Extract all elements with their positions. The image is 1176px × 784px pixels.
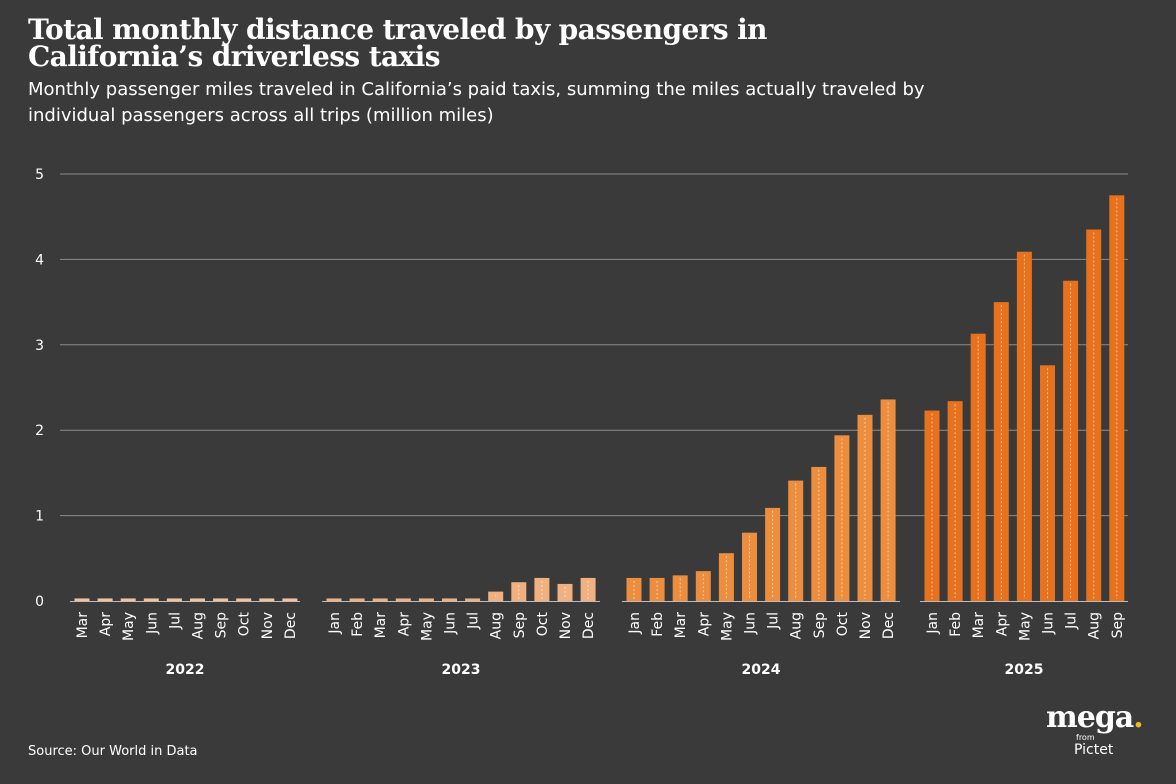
bar (695, 571, 711, 601)
bar (1086, 229, 1102, 601)
y-tick-label: 0 (35, 594, 44, 610)
source-note: Source: Our World in Data (28, 744, 198, 759)
bar (213, 598, 229, 601)
bar (395, 598, 411, 601)
x-tick-label: May (419, 612, 435, 641)
x-tick-label: Jun (443, 612, 459, 635)
y-tick-label: 1 (35, 509, 44, 525)
x-tick-label: Nov (858, 612, 874, 639)
bar (372, 598, 388, 601)
x-tick-label: Feb (650, 612, 666, 637)
logo-main-text: mega (1046, 700, 1134, 735)
bar (834, 435, 850, 601)
x-tick-label: Apr (98, 612, 114, 636)
brand-logo: mega. from Pictet (1046, 703, 1156, 758)
x-tick-label: Jul (167, 612, 183, 630)
x-tick-label: Nov (558, 612, 574, 639)
y-tick-label: 4 (35, 252, 44, 268)
x-tick-label: Oct (535, 612, 551, 637)
bar (1016, 251, 1032, 602)
bar (349, 598, 365, 601)
x-tick-label: Dec (881, 612, 897, 639)
logo-from-text: from (1076, 733, 1095, 742)
x-tick-label: Aug (789, 612, 805, 639)
x-tick-label: Apr (994, 612, 1010, 636)
logo-dot: . (1133, 700, 1144, 735)
x-tick-label: Jan (627, 612, 643, 635)
chart-subtitle: Monthly passenger miles traveled in Cali… (28, 79, 925, 126)
x-tick-label: Sep (214, 612, 230, 639)
x-tick-label: Jun (743, 612, 759, 635)
x-tick-label: Jun (144, 612, 160, 635)
x-tick-label: Mar (75, 612, 91, 639)
x-tick-label: Aug (489, 612, 505, 639)
x-tick-label: Nov (260, 612, 276, 639)
x-tick-label: Jan (327, 612, 343, 635)
chart-title: Total monthly distance traveled by passe… (28, 13, 768, 73)
bar (1109, 195, 1125, 601)
x-tick-label: Jan (925, 612, 941, 635)
x-tick-label: Dec (581, 612, 597, 639)
year-label: 2023 (442, 662, 481, 678)
year-label: 2022 (166, 662, 205, 678)
x-tick-label: Dec (283, 612, 299, 639)
x-tick-label: Mar (971, 612, 987, 639)
x-tick-label: Apr (396, 612, 412, 636)
logo-wordmark: mega. (1046, 703, 1156, 733)
bar (970, 333, 986, 601)
bar (465, 598, 481, 601)
x-tick-label: Jul (466, 612, 482, 630)
bar (97, 598, 113, 601)
x-tick-label: Oct (835, 612, 851, 637)
x-tick-label: Aug (1087, 612, 1103, 639)
x-tick-label: Mar (673, 612, 689, 639)
x-tick-label: Sep (512, 612, 528, 639)
x-tick-label: May (121, 612, 137, 641)
bar (143, 598, 159, 601)
x-tick-label: Aug (191, 612, 207, 639)
bar (418, 598, 434, 601)
bar (993, 302, 1009, 601)
bar (442, 598, 457, 601)
bar (74, 598, 90, 601)
bar (166, 598, 182, 601)
year-label: 2024 (742, 662, 781, 678)
bar (1040, 365, 1055, 601)
bar (282, 598, 298, 601)
x-tick-label: May (719, 612, 735, 641)
x-tick-label: Jul (1064, 612, 1080, 630)
x-tick-label: May (1017, 612, 1033, 641)
year-label: 2025 (1005, 662, 1044, 678)
y-tick-label: 3 (35, 338, 44, 354)
bar (259, 598, 275, 601)
x-tick-label: Oct (237, 612, 253, 637)
bar (120, 598, 136, 601)
bar (742, 532, 757, 601)
x-tick-label: Jun (1041, 612, 1057, 635)
bar (190, 598, 205, 601)
x-tick-label: Apr (696, 612, 712, 636)
bar (857, 414, 873, 601)
logo-sub-text: Pictet (1074, 742, 1114, 758)
x-tick-label: Jul (766, 612, 782, 630)
x-tick-label: Mar (373, 612, 389, 639)
x-tick-label: Feb (350, 612, 366, 637)
x-tick-label: Sep (812, 612, 828, 639)
x-tick-label: Feb (948, 612, 964, 637)
bar (765, 507, 781, 601)
y-tick-label: 5 (35, 167, 44, 183)
x-tick-label: Sep (1110, 612, 1126, 639)
bar (326, 598, 342, 601)
bar (236, 598, 252, 601)
bar (511, 582, 527, 601)
y-tick-label: 2 (35, 423, 44, 439)
